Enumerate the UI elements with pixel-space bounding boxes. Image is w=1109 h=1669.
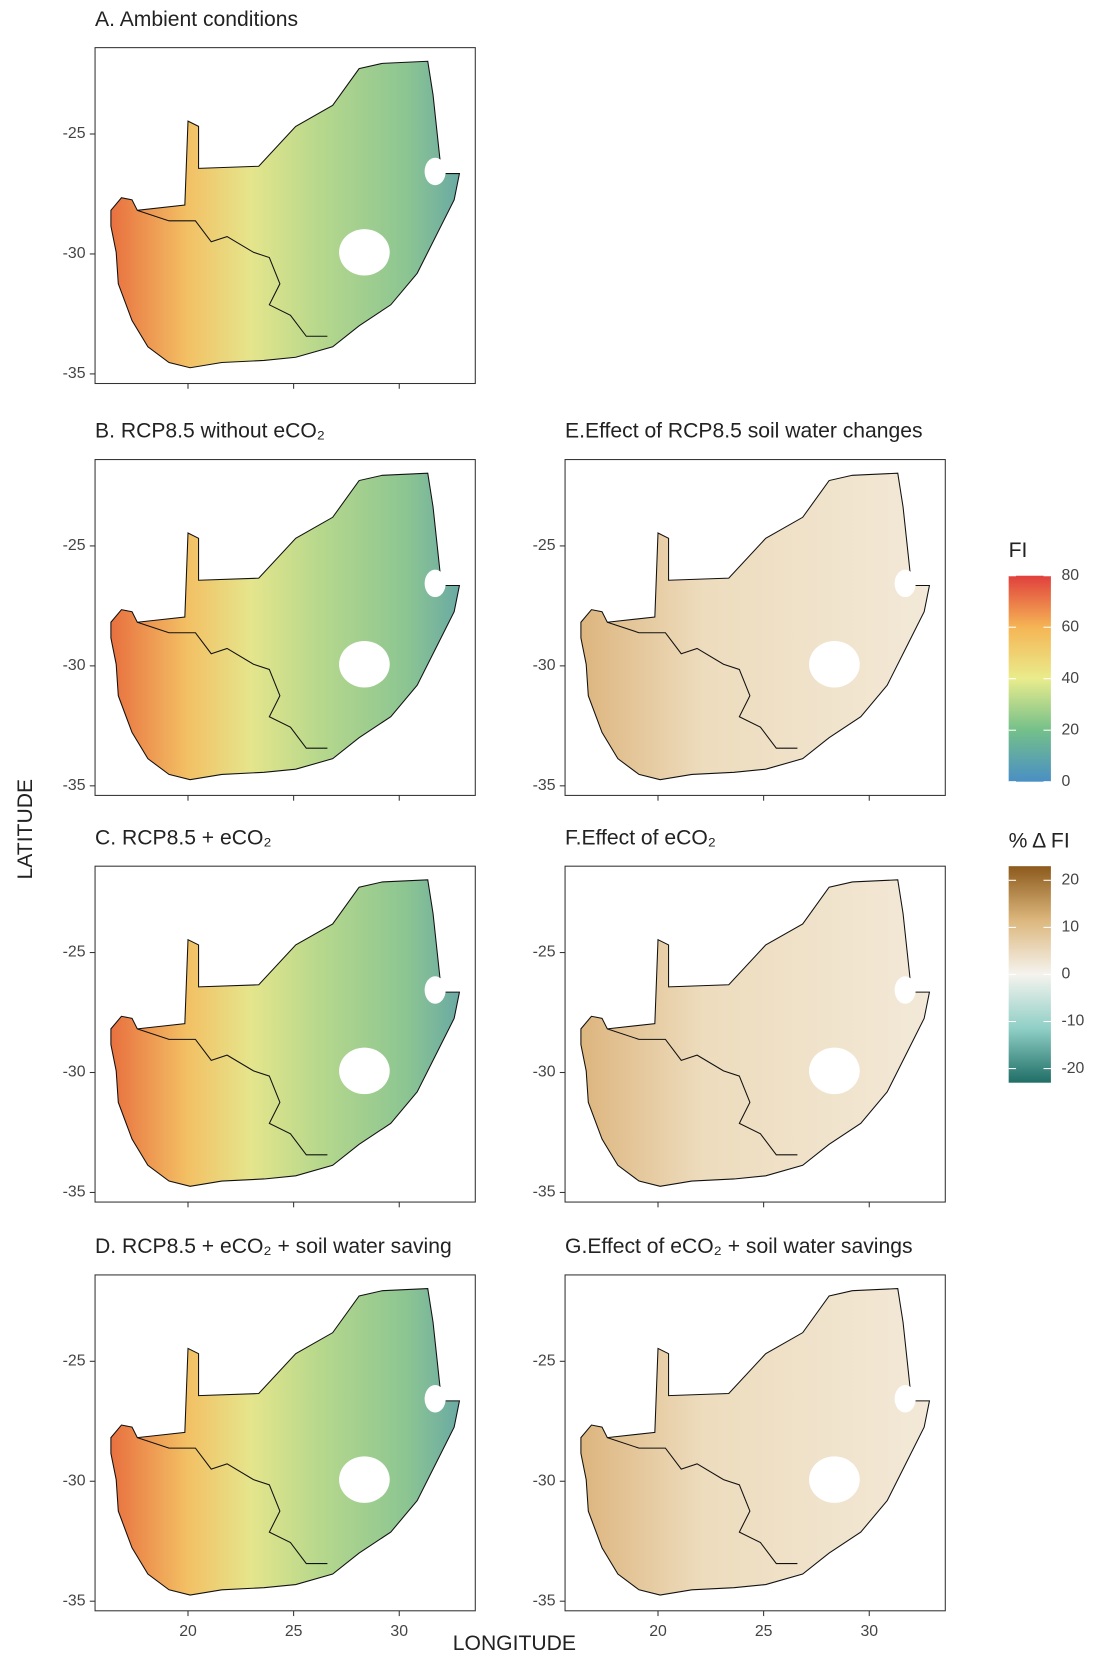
y-tick-label: -30 bbox=[63, 657, 86, 674]
y-tick-label: -30 bbox=[63, 245, 86, 262]
y-tick-label: -25 bbox=[533, 944, 556, 961]
y-tick-label: -35 bbox=[63, 777, 86, 794]
y-tick-label: -25 bbox=[63, 537, 86, 554]
y-tick-label: -35 bbox=[63, 1592, 86, 1609]
panel-title: F.Effect of eCO₂ bbox=[565, 826, 716, 849]
eswatini bbox=[424, 976, 446, 1004]
y-tick-label: -30 bbox=[533, 657, 556, 674]
country-map bbox=[580, 472, 931, 781]
province-border bbox=[607, 1028, 798, 1156]
eswatini bbox=[894, 1385, 916, 1413]
eswatini bbox=[424, 569, 446, 598]
panel-title: E.Effect of RCP8.5 soil water changes bbox=[565, 420, 922, 443]
y-axis-label: LATITUDE bbox=[14, 779, 37, 879]
colorbar-tick-label: 40 bbox=[1061, 670, 1079, 687]
colorbar-tick-label: 0 bbox=[1061, 966, 1070, 983]
panel-title: D. RCP8.5 + eCO₂ + soil water saving bbox=[95, 1235, 452, 1258]
country-map bbox=[110, 879, 461, 1187]
colorbar-tick-label: 0 bbox=[1061, 773, 1070, 790]
map-panel: F.Effect of eCO₂ -25 -30 -35 bbox=[533, 826, 946, 1208]
eswatini bbox=[894, 976, 916, 1004]
y-tick-label: -35 bbox=[533, 1592, 556, 1609]
province-border bbox=[137, 1437, 328, 1565]
map-panel: E.Effect of RCP8.5 soil water changes -25… bbox=[533, 420, 946, 801]
y-tick-label: -30 bbox=[533, 1064, 556, 1081]
x-tick-label: 30 bbox=[390, 1623, 408, 1640]
colorbar-tick-label: -10 bbox=[1061, 1013, 1084, 1030]
country-map bbox=[580, 879, 931, 1187]
y-tick-label: -35 bbox=[63, 365, 86, 382]
country-map bbox=[110, 1288, 461, 1596]
y-tick-label: -25 bbox=[63, 944, 86, 961]
y-tick-label: -30 bbox=[533, 1472, 556, 1489]
colorbar-tick-label: 80 bbox=[1061, 567, 1079, 584]
y-tick-label: -25 bbox=[63, 125, 86, 142]
panel-title: C. RCP8.5 + eCO₂ bbox=[95, 826, 272, 849]
country-map bbox=[110, 60, 461, 369]
map-panel: A. Ambient conditions -25 -30 -35 bbox=[63, 8, 476, 389]
lesotho bbox=[339, 1456, 390, 1503]
x-tick-label: 30 bbox=[860, 1623, 878, 1640]
province-border bbox=[137, 621, 328, 749]
legend-title: FI bbox=[1009, 539, 1028, 562]
eswatini bbox=[424, 1385, 446, 1413]
y-tick-label: -25 bbox=[533, 1352, 556, 1369]
lesotho bbox=[339, 229, 390, 276]
y-tick-label: -35 bbox=[533, 777, 556, 794]
y-tick-label: -30 bbox=[63, 1064, 86, 1081]
colorbar-tick-label: -20 bbox=[1061, 1060, 1084, 1077]
map-panel: D. RCP8.5 + eCO₂ + soil water saving -25 -… bbox=[63, 1235, 476, 1640]
x-tick-label: 25 bbox=[755, 1623, 773, 1640]
eswatini bbox=[424, 157, 446, 186]
panel-title: A. Ambient conditions bbox=[95, 8, 298, 31]
y-tick-label: -25 bbox=[63, 1352, 86, 1369]
province-border bbox=[137, 1028, 328, 1156]
colorbar-tick-label: 60 bbox=[1061, 618, 1079, 635]
x-tick-label: 20 bbox=[179, 1623, 197, 1640]
panel-title: B. RCP8.5 without eCO₂ bbox=[95, 420, 325, 443]
legend-title: % Δ FI bbox=[1009, 829, 1070, 852]
province-border bbox=[607, 621, 798, 749]
province-border bbox=[137, 209, 328, 337]
x-tick-label: 25 bbox=[285, 1623, 303, 1640]
colorbar-tick-label: 10 bbox=[1061, 919, 1079, 936]
lesotho bbox=[809, 1047, 860, 1095]
lesotho bbox=[809, 640, 860, 688]
x-axis-label: LONGITUDE bbox=[453, 1632, 576, 1655]
country-map bbox=[580, 1288, 931, 1596]
lesotho bbox=[339, 1047, 390, 1095]
map-panel: G.Effect of eCO₂ + soil water savings -25… bbox=[533, 1235, 946, 1640]
y-tick-label: -25 bbox=[533, 537, 556, 554]
colorbar-tick-label: 20 bbox=[1061, 721, 1079, 738]
panel-title: G.Effect of eCO₂ + soil water savings bbox=[565, 1235, 912, 1258]
map-panel: C. RCP8.5 + eCO₂ -25 -30 -35 bbox=[63, 826, 476, 1208]
country-map bbox=[110, 472, 461, 781]
x-tick-label: 20 bbox=[649, 1623, 667, 1640]
province-border bbox=[607, 1437, 798, 1565]
eswatini bbox=[894, 569, 916, 598]
lesotho bbox=[809, 1456, 860, 1503]
y-tick-label: -30 bbox=[63, 1472, 86, 1489]
map-panel: B. RCP8.5 without eCO₂ -25 -30 -35 bbox=[63, 420, 476, 801]
lesotho bbox=[339, 640, 390, 688]
colorbar-tick-label: 20 bbox=[1061, 871, 1079, 888]
y-tick-label: -35 bbox=[533, 1184, 556, 1201]
y-tick-label: -35 bbox=[63, 1184, 86, 1201]
